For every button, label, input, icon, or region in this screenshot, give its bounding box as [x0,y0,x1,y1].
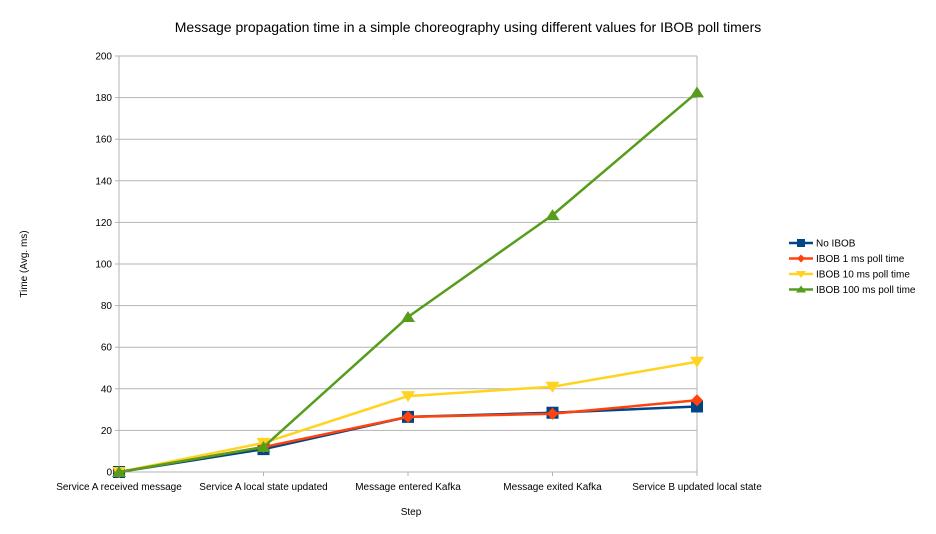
gridlines [119,55,697,431]
legend: No IBOB IBOB 1 ms poll time IBOB 10 ms pol… [789,239,916,296]
series-3 [112,86,704,477]
data-point [545,209,560,221]
x-tick-label: Message exited Kafka [503,482,602,493]
legend-swatch-marker [796,271,806,278]
legend-swatch-marker [796,285,806,293]
x-tick-label: Service A local state updated [199,482,327,493]
x-axis-label: Step [401,507,422,518]
data-point [401,311,415,323]
legend-label: IBOB 10 ms poll time [816,270,910,281]
x-tick-label: Service B updated local state [632,482,762,493]
legend-item: IBOB 100 ms poll time [789,285,916,296]
data-point [546,407,559,420]
legend-item: No IBOB [789,239,856,250]
x-axis-ticks: Service A received message Service A loca… [56,472,762,493]
x-tick-label: Message entered Kafka [355,482,461,493]
y-tick-label: 40 [101,384,113,395]
data-point [545,381,560,393]
y-tick-label: 80 [101,301,113,312]
data-point [401,391,415,403]
y-tick-label: 200 [95,52,112,63]
chart-title: Message propagation time in a simple cho… [175,19,762,35]
legend-swatch-marker [797,254,805,263]
data-point [691,400,703,413]
data-point [690,86,704,98]
legend-label: IBOB 1 ms poll time [816,254,905,265]
series-2 [112,356,704,478]
data-point [690,356,704,368]
x-tick-label: Service A received message [56,482,182,493]
y-tick-label: 0 [106,468,112,479]
y-axis-ticks: 0 20 40 60 80 100 120 140 160 180 200 [95,52,119,479]
series-lines [112,86,704,478]
y-tick-label: 180 [95,93,112,104]
y-tick-label: 160 [95,135,112,146]
y-tick-label: 120 [95,218,112,229]
y-tick-label: 60 [101,343,113,354]
y-tick-label: 100 [95,260,112,271]
series-1 [113,394,703,478]
legend-label: No IBOB [816,239,856,250]
y-tick-label: 20 [101,426,113,437]
data-point [402,410,414,423]
y-tick-label: 140 [95,176,112,187]
legend-item: IBOB 10 ms poll time [789,270,910,281]
data-point [256,441,271,453]
legend-item: IBOB 1 ms poll time [789,254,905,265]
legend-swatch-marker [797,239,805,247]
data-point [112,466,126,477]
y-axis-label: Time (Avg. ms) [19,230,30,297]
legend-label: IBOB 100 ms poll time [816,285,916,296]
data-point [691,394,703,407]
